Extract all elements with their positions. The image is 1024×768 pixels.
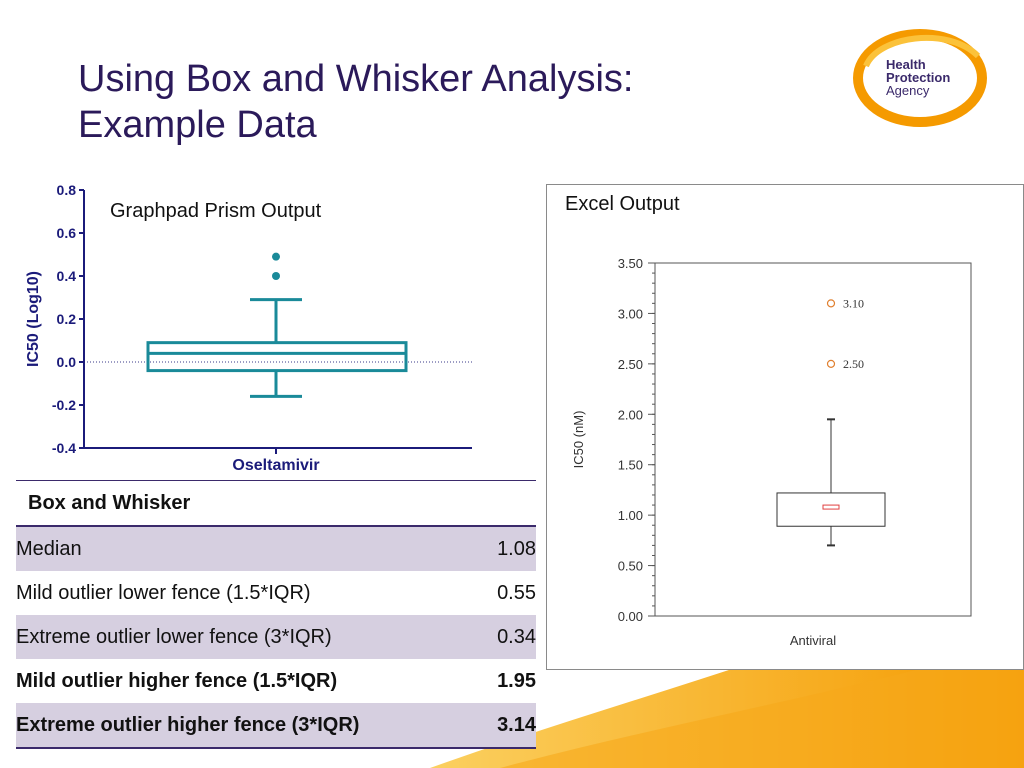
y-tick-label: 1.50 [618, 458, 643, 473]
y-tick-label: 3.00 [618, 306, 643, 321]
slide-title-line1: Using Box and Whisker Analysis: [78, 58, 634, 100]
y-axis-label: IC50 (nM) [571, 411, 586, 469]
outlier-label: 3.10 [843, 296, 864, 310]
prism-box-plot: 0.8 0.6 0.4 0.2 0.0 -0.2 -0.4 IC50 (Log10) Oselt… [25, 182, 472, 474]
x-axis-label: Antiviral [790, 633, 836, 648]
y-tick-label: 2.00 [618, 407, 643, 422]
table-row-extreme-lower: Extreme outlier lower fence (3*IQR) 0.34 [16, 615, 536, 659]
row-label: Mild outlier higher fence (1.5*IQR) [16, 670, 338, 692]
logo-line1: Health [886, 57, 926, 72]
table-header: Box and Whisker [16, 480, 536, 527]
y-tick-label: 0.8 [57, 182, 77, 198]
iqr-box [776, 492, 886, 527]
excel-chart-title: Excel Output [565, 193, 680, 215]
median-marker [822, 504, 840, 510]
row-value: 3.14 [497, 714, 536, 736]
slide-title: Using Box and Whisker Analysis: Example … [78, 56, 633, 148]
y-tick-label: 1.00 [618, 508, 643, 523]
x-category-label: Oseltamivir [232, 457, 319, 474]
table-row-median: Median 1.08 [16, 527, 536, 571]
logo-line3: Agency [886, 83, 930, 98]
excel-box-plot: 3.50 3.00 2.50 2.00 1.50 1.00 0.50 0.00 IC50 (nM… [571, 256, 972, 648]
row-label: Mild outlier lower fence (1.5*IQR) [16, 582, 311, 604]
row-label: Extreme outlier lower fence (3*IQR) [16, 626, 332, 648]
y-tick-label: 0.50 [618, 559, 643, 574]
table-row-extreme-higher: Extreme outlier higher fence (3*IQR) 3.1… [16, 703, 536, 749]
slide-title-line2: Example Data [78, 104, 317, 146]
y-tick-label: 0.2 [57, 311, 77, 327]
box-whisker-table: Box and Whisker Median 1.08 Mild outlier… [16, 480, 536, 749]
outlier-point [826, 299, 836, 308]
logo-line2: Protection [886, 70, 951, 85]
y-tick-label: 0.0 [57, 354, 77, 370]
row-value: 1.08 [497, 538, 536, 560]
y-tick-label: 3.50 [618, 256, 643, 271]
y-tick-label: 2.50 [618, 357, 643, 372]
y-tick-label: -0.4 [52, 440, 76, 456]
y-tick-label: 0.6 [57, 225, 77, 241]
y-tick-label: 0.00 [618, 609, 643, 624]
outlier-point [826, 359, 836, 368]
hpa-logo: Health Protection Agency [886, 58, 950, 97]
y-tick-label: -0.2 [52, 397, 76, 413]
table-row-mild-higher: Mild outlier higher fence (1.5*IQR) 1.95 [16, 659, 536, 703]
row-label: Median [16, 538, 82, 560]
row-value: 0.34 [497, 626, 536, 648]
row-value: 1.95 [497, 670, 536, 692]
plot-area-frame [654, 262, 972, 617]
row-label: Extreme outlier higher fence (3*IQR) [16, 714, 360, 736]
outlier-label: 2.50 [843, 357, 864, 371]
row-value: 0.55 [497, 582, 536, 604]
outlier-point [272, 252, 280, 261]
excel-chart-panel: Excel Output 3.50 3.00 2.50 2.00 1.50 1.00 0.5… [546, 184, 1024, 670]
outlier-point [272, 272, 280, 280]
y-tick-label: 0.4 [57, 268, 77, 284]
iqr-box [146, 341, 408, 373]
prism-chart-title: Graphpad Prism Output [110, 200, 322, 222]
table-row-mild-lower: Mild outlier lower fence (1.5*IQR) 0.55 [16, 571, 536, 615]
y-axis-label: IC50 (Log10) [25, 271, 42, 367]
hpa-logo-ring-icon [853, 29, 987, 127]
